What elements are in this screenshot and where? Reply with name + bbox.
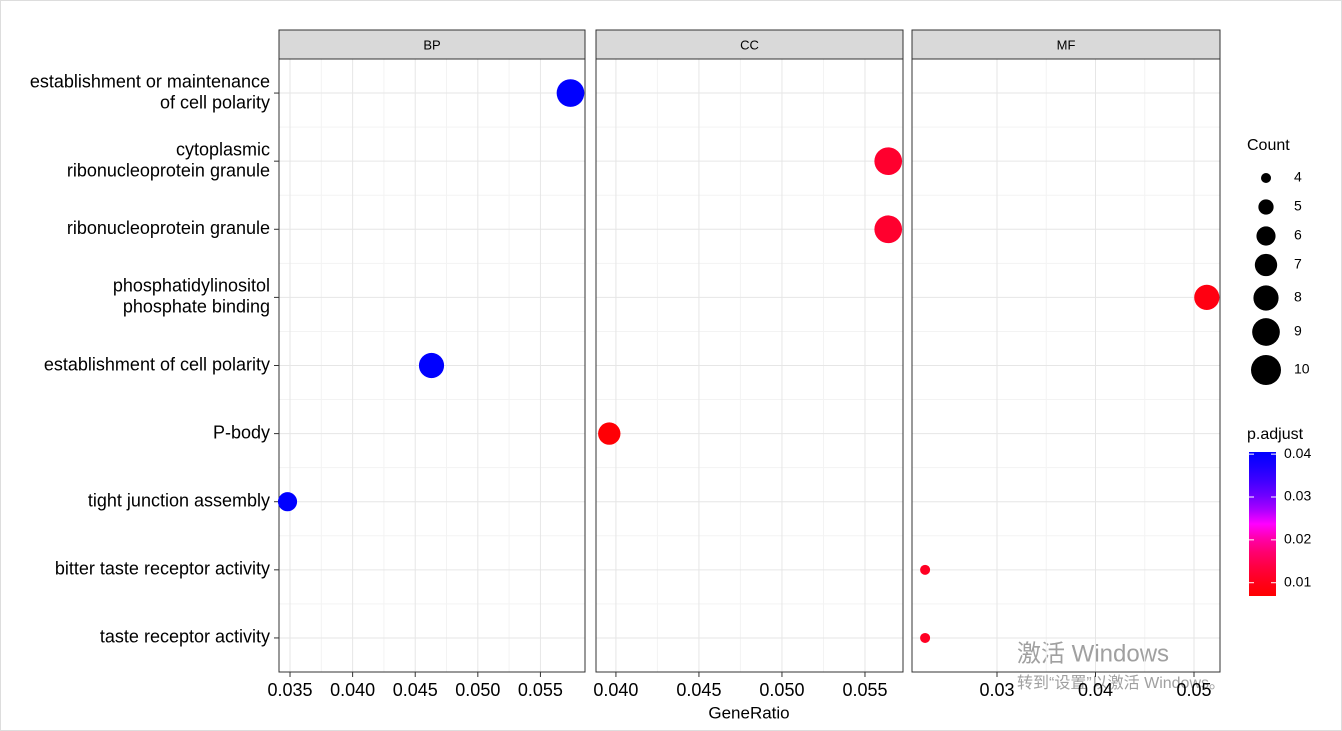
x-tick-label: 0.055 bbox=[842, 680, 887, 700]
size-legend-key bbox=[1258, 199, 1274, 215]
size-legend-key bbox=[1256, 226, 1276, 246]
size-legend-key bbox=[1261, 173, 1271, 183]
dot bbox=[598, 422, 621, 445]
y-tick-label: bitter taste receptor activity bbox=[55, 559, 270, 579]
dot bbox=[920, 564, 931, 575]
x-tick-label: 0.04 bbox=[1078, 680, 1113, 700]
facet-strip bbox=[911, 29, 1221, 60]
dot bbox=[920, 632, 931, 643]
x-tick-label: 0.045 bbox=[393, 680, 438, 700]
x-tick-label: 0.050 bbox=[455, 680, 500, 700]
dot bbox=[277, 492, 298, 512]
y-tick-label: P-body bbox=[213, 422, 270, 442]
y-tick-label: phosphate binding bbox=[123, 297, 270, 317]
facet-label: BP bbox=[423, 37, 440, 52]
facet-label: CC bbox=[740, 37, 759, 52]
x-tick-label: 0.03 bbox=[979, 680, 1014, 700]
dot bbox=[556, 79, 585, 107]
size-legend-label: 10 bbox=[1294, 361, 1310, 377]
size-legend-label: 9 bbox=[1294, 323, 1302, 339]
x-axis-title: GeneRatio bbox=[708, 703, 789, 722]
size-legend-key bbox=[1251, 355, 1281, 385]
x-tick-label: 0.045 bbox=[676, 680, 721, 700]
y-tick-label: of cell polarity bbox=[160, 92, 270, 112]
size-legend-label: 6 bbox=[1294, 227, 1302, 243]
size-legend-key bbox=[1253, 285, 1279, 311]
x-tick-label: 0.050 bbox=[759, 680, 804, 700]
facet-label: MF bbox=[1057, 37, 1076, 52]
size-legend-label: 7 bbox=[1294, 256, 1302, 272]
size-legend-title: Count bbox=[1247, 137, 1290, 154]
x-tick-label: 0.055 bbox=[518, 680, 563, 700]
color-bar bbox=[1249, 452, 1276, 596]
color-tick-label: 0.01 bbox=[1284, 573, 1311, 589]
x-tick-label: 0.05 bbox=[1176, 680, 1211, 700]
y-tick-label: phosphatidylinositol bbox=[113, 276, 270, 296]
y-tick-label: ribonucleoprotein granule bbox=[67, 160, 270, 180]
color-legend-title: p.adjust bbox=[1247, 426, 1304, 443]
watermark-subtitle: 转到“设置”以激活 Windows。 bbox=[1017, 674, 1225, 692]
watermark-title: 激活 Windows bbox=[1017, 640, 1169, 667]
y-tick-label: cytoplasmic bbox=[176, 139, 270, 159]
dot bbox=[874, 215, 903, 244]
size-legend-key bbox=[1252, 318, 1280, 346]
y-tick-label: establishment or maintenance bbox=[30, 71, 270, 91]
dot bbox=[874, 147, 903, 176]
x-tick-label: 0.040 bbox=[593, 680, 638, 700]
y-tick-label: taste receptor activity bbox=[100, 627, 270, 647]
color-tick-label: 0.02 bbox=[1284, 531, 1311, 547]
dot bbox=[418, 352, 445, 379]
dot bbox=[1194, 284, 1220, 310]
size-legend-label: 4 bbox=[1294, 169, 1302, 185]
y-tick-label: tight junction assembly bbox=[88, 490, 270, 510]
panel-border bbox=[911, 58, 1221, 673]
panel-border bbox=[595, 58, 904, 673]
size-legend-label: 8 bbox=[1294, 289, 1302, 305]
x-tick-label: 0.035 bbox=[267, 680, 312, 700]
color-tick-label: 0.03 bbox=[1284, 488, 1311, 504]
y-tick-label: ribonucleoprotein granule bbox=[67, 218, 270, 238]
size-legend-key bbox=[1254, 253, 1278, 277]
x-tick-label: 0.040 bbox=[330, 680, 375, 700]
color-tick-label: 0.04 bbox=[1284, 445, 1311, 461]
y-tick-label: establishment of cell polarity bbox=[44, 354, 270, 374]
size-legend-label: 5 bbox=[1294, 198, 1302, 214]
